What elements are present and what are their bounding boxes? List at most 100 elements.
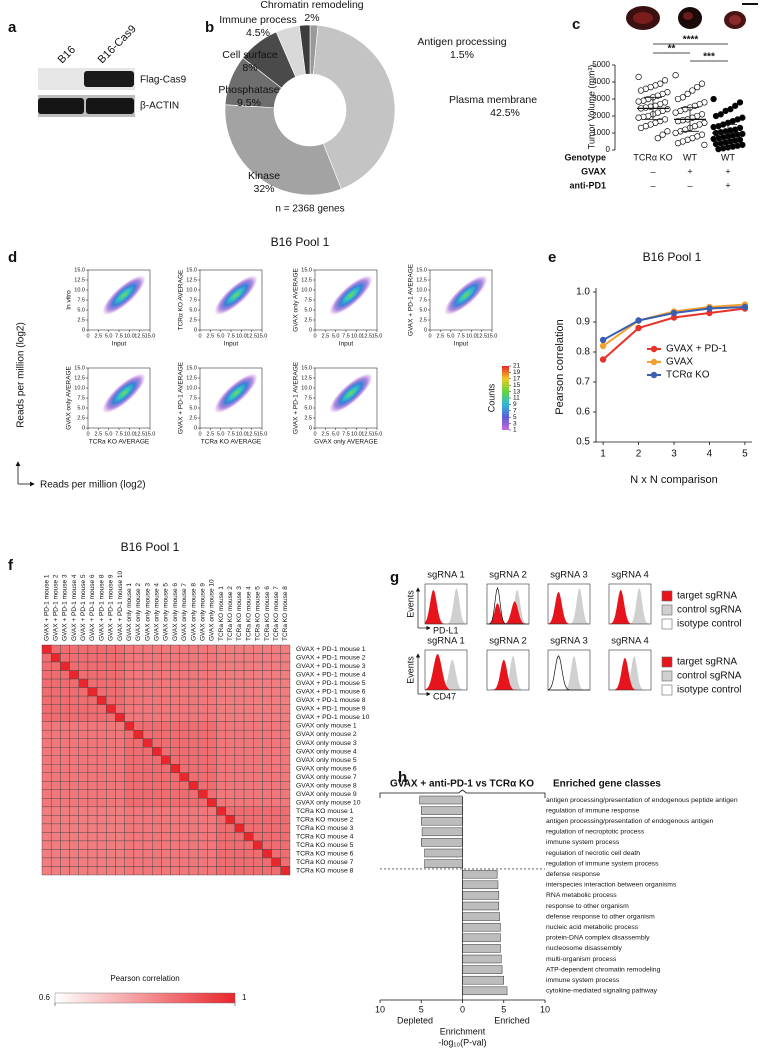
heatmap-cell <box>106 798 116 808</box>
heatmap-cell <box>197 670 208 680</box>
heatmap-cell <box>207 729 217 739</box>
heatmap-cell <box>161 687 171 697</box>
heatmap-cell <box>243 721 254 731</box>
heatmap-cell <box>69 712 79 722</box>
row-value: – <box>650 166 655 176</box>
heatmap-cell <box>115 704 125 714</box>
data-point <box>701 141 708 149</box>
histogram-frame <box>424 649 468 691</box>
heatmap-cell <box>96 781 107 791</box>
heatmap-cell <box>96 755 107 765</box>
heatmap-cell <box>243 738 254 748</box>
heatmap-cell <box>243 755 254 765</box>
heatmap-cell <box>96 772 107 782</box>
heatmap-cell <box>234 764 245 773</box>
y-tick-label: 10.0 <box>301 287 312 293</box>
heatmap-cell <box>179 678 190 688</box>
heatmap-cell <box>161 729 171 739</box>
heatmap-cell <box>197 747 208 756</box>
heatmap-cell <box>271 721 282 731</box>
heatmap-cell <box>87 678 98 688</box>
tumor-images <box>626 3 758 30</box>
heatmap-cell <box>106 823 116 833</box>
heatmap-cell <box>179 755 190 765</box>
heatmap-cell <box>50 849 61 859</box>
heatmap-cell <box>124 755 135 765</box>
heatmap-cell <box>253 729 263 739</box>
heatmap-cell <box>188 832 199 842</box>
heatmap-cell <box>170 798 180 808</box>
heatmap-cell <box>179 781 190 791</box>
heatmap-cell <box>262 857 272 867</box>
heatmap-cell <box>115 721 125 731</box>
heatmap-cell <box>243 764 254 773</box>
x-tick-label: 7.5 <box>227 333 235 339</box>
y-tick-label: 7.5 <box>189 395 197 401</box>
side-label: Enriched <box>494 1015 530 1025</box>
x-tick-label: 2.5 <box>207 431 215 437</box>
column-label: GVAX only mouse 2 <box>135 583 142 641</box>
heatmap-cell <box>197 721 208 731</box>
heatmap-cell <box>207 857 217 867</box>
heatmap-cell <box>124 866 135 876</box>
heatmap-cell <box>280 781 291 791</box>
heatmap-cell <box>106 764 116 773</box>
heatmap-cell <box>50 678 61 688</box>
heatmap-cell <box>142 704 153 714</box>
data-point <box>712 112 720 120</box>
heatmap-cell <box>133 764 144 773</box>
heatmap-cell <box>41 781 52 791</box>
heatmap-cell <box>280 747 291 756</box>
pie-slice <box>313 25 396 190</box>
x-tick-label: 0 <box>86 431 89 437</box>
heatmap-cell <box>197 738 208 748</box>
heatmap-cell <box>106 670 116 680</box>
heatmap-cell <box>96 849 107 859</box>
heatmap-cell <box>133 747 144 756</box>
y-tick-label: 12.5 <box>74 375 85 381</box>
column-label: TCRa KO mouse 5 <box>255 586 262 641</box>
axis-label: Reads per million (log2) <box>16 322 27 428</box>
y-tick-label: 2000 <box>592 111 610 120</box>
heatmap-cell <box>253 823 263 833</box>
y-tick-label: 7.5 <box>419 297 427 303</box>
heatmap-cell <box>280 712 291 722</box>
heatmap-cell <box>253 687 263 697</box>
heatmap-cell <box>41 815 52 825</box>
heatmap-cell <box>60 687 70 697</box>
heatmap-cell <box>234 712 245 722</box>
y-tick-label: 0 <box>194 425 197 431</box>
y-tick-label: 15.0 <box>186 267 197 273</box>
x-axis-label: Input <box>224 341 239 348</box>
data-point <box>674 95 682 103</box>
heatmap-cell <box>197 798 208 808</box>
heatmap-cell <box>115 661 125 671</box>
heatmap-cell <box>142 738 153 748</box>
x-tick-label: 12.5 <box>476 333 487 339</box>
heatmap-cell <box>262 721 272 731</box>
heatmap-cell <box>87 798 98 808</box>
row-label: TCRa KO mouse 5 <box>296 842 354 849</box>
x-tick-label: 10.0 <box>351 431 362 437</box>
heatmap-cell <box>106 644 116 654</box>
x-tick-label: 5.0 <box>105 431 113 437</box>
heatmap-cell <box>225 687 236 697</box>
x-tick-label: 7.5 <box>227 431 235 437</box>
colorbar-tick-label: 19 <box>513 369 521 376</box>
heatmap-cell <box>216 866 226 876</box>
heatmap-cell <box>96 815 107 825</box>
histogram-title: sgRNA 2 <box>489 570 527 581</box>
x-tick-label: 7.5 <box>342 431 350 437</box>
heatmap-cell <box>115 781 125 791</box>
heatmap-cell <box>142 670 153 680</box>
heatmap-cell <box>207 789 217 799</box>
heatmap-cell <box>96 857 107 867</box>
heatmap-cell <box>87 729 98 739</box>
column-label: GVAX only mouse 9 <box>199 583 206 641</box>
y-tick-label: 0 <box>424 327 427 333</box>
x-tick-label: 10.0 <box>466 333 477 339</box>
heatmap-cell <box>69 704 79 714</box>
bar <box>421 827 463 837</box>
heatmap-cell <box>262 687 272 697</box>
heatmap-cell <box>133 815 144 825</box>
